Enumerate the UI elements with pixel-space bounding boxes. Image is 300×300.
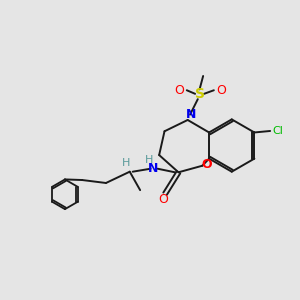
Text: O: O [202,158,212,171]
Text: O: O [216,84,226,97]
Text: H: H [122,158,130,168]
Text: N: N [148,162,158,175]
Text: O: O [159,193,169,206]
Text: O: O [175,84,184,97]
Text: Cl: Cl [273,126,283,136]
Text: H: H [145,155,153,165]
Text: N: N [186,108,196,122]
Text: S: S [195,87,205,101]
